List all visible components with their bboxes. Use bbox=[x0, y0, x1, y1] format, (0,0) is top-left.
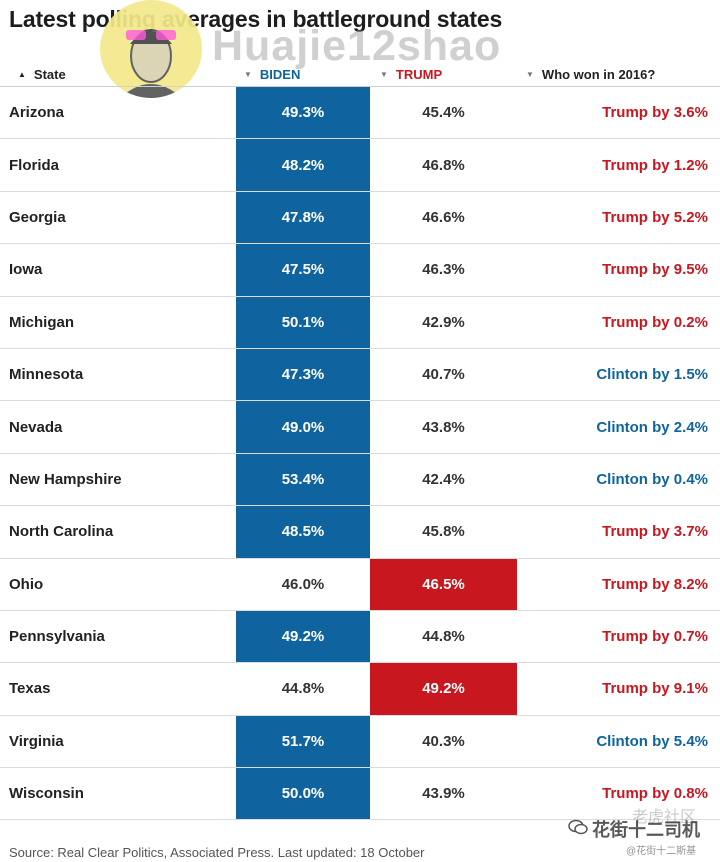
trump-cell: 43.9% bbox=[422, 785, 465, 803]
trump-cell: 45.4% bbox=[422, 104, 465, 122]
won-2016-cell: Trump by 9.5% bbox=[602, 261, 708, 279]
won-2016-cell: Trump by 3.7% bbox=[602, 523, 708, 541]
chart-title: Latest polling averages in battleground … bbox=[9, 6, 503, 32]
biden-cell: 50.1% bbox=[236, 296, 370, 348]
column-header-state-label: State bbox=[33, 66, 66, 82]
state-cell: Virginia bbox=[9, 732, 64, 750]
biden-cell: 51.7% bbox=[236, 715, 370, 768]
polling-table: Arizona 49.3% 45.4% Trump by 3.6% Florida 48.… bbox=[0, 87, 720, 821]
won-2016-cell: Clinton by 5.4% bbox=[596, 732, 708, 750]
biden-cell: 48.5% bbox=[236, 506, 370, 558]
watermark-faint: 老虎社区 bbox=[632, 809, 697, 826]
column-header-trump[interactable]: ▼ TRUMP bbox=[380, 64, 442, 84]
sort-down-icon: ▼ bbox=[244, 69, 252, 79]
biden-cell: 50.0% bbox=[236, 768, 370, 820]
watermark-overlay: 花街十二司机 bbox=[568, 816, 700, 842]
state-cell: Texas bbox=[9, 680, 51, 698]
sort-down-icon: ▼ bbox=[526, 69, 534, 79]
trump-cell: 44.8% bbox=[422, 628, 465, 646]
trump-cell: 49.2% bbox=[370, 663, 517, 715]
trump-cell: 46.3% bbox=[422, 261, 465, 279]
won-2016-cell: Clinton by 1.5% bbox=[596, 366, 708, 384]
table-row: Wisconsin 50.0% 43.9% Trump by 0.8% bbox=[0, 768, 720, 821]
column-header-biden-label: BIDEN bbox=[259, 66, 301, 82]
won-2016-cell: Clinton by 0.4% bbox=[596, 470, 708, 488]
state-cell: New Hampshire bbox=[9, 470, 122, 488]
biden-cell: 49.0% bbox=[236, 401, 370, 453]
won-2016-cell: Trump by 0.2% bbox=[602, 313, 708, 331]
table-row: Georgia 47.8% 46.6% Trump by 5.2% bbox=[0, 191, 720, 245]
table-row: Florida 48.2% 46.8% Trump by 1.2% bbox=[0, 139, 720, 192]
sort-down-icon: ▼ bbox=[380, 69, 388, 79]
watermark-avatar bbox=[100, 0, 202, 98]
source-note: Source: Real Clear Politics, Associated … bbox=[9, 845, 425, 860]
biden-cell: 47.5% bbox=[236, 244, 370, 296]
won-2016-cell: Trump by 0.8% bbox=[602, 785, 708, 803]
table-row: Nevada 49.0% 43.8% Clinton by 2.4% bbox=[0, 401, 720, 454]
biden-cell: 49.3% bbox=[236, 87, 370, 139]
won-2016-cell: Trump by 5.2% bbox=[602, 208, 708, 226]
trump-cell: 46.5% bbox=[370, 558, 517, 610]
table-row: Texas 44.8% 49.2% Trump by 9.1% bbox=[0, 663, 720, 716]
wechat-icon bbox=[568, 819, 588, 840]
watermark-handle: @花街十二斯基 bbox=[626, 846, 697, 857]
table-row: Michigan 50.1% 42.9% Trump by 0.2% bbox=[0, 296, 720, 349]
state-cell: Florida bbox=[9, 156, 60, 174]
trump-cell: 40.7% bbox=[422, 366, 465, 384]
won-2016-cell: Trump by 1.2% bbox=[602, 156, 708, 174]
state-cell: Iowa bbox=[9, 261, 43, 279]
table-row: Pennsylvania 49.2% 44.8% Trump by 0.7% bbox=[0, 610, 720, 664]
trump-cell: 43.8% bbox=[422, 418, 465, 436]
state-cell: Ohio bbox=[9, 575, 44, 593]
table-row: Arizona 49.3% 45.4% Trump by 3.6% bbox=[0, 87, 720, 140]
watermark-overlay-text: 花街十二司机 bbox=[592, 820, 700, 840]
biden-cell: 44.8% bbox=[281, 680, 325, 698]
table-row: Virginia 51.7% 40.3% Clinton by 5.4% bbox=[0, 715, 720, 769]
table-row: Ohio 46.0% 46.5% Trump by 8.2% bbox=[0, 558, 720, 611]
won-2016-cell: Clinton by 2.4% bbox=[596, 418, 708, 436]
won-2016-cell: Trump by 8.2% bbox=[602, 575, 708, 593]
state-cell: Nevada bbox=[9, 418, 63, 436]
state-cell: North Carolina bbox=[9, 523, 114, 541]
won-2016-cell: Trump by 9.1% bbox=[602, 680, 708, 698]
state-cell: Pennsylvania bbox=[9, 628, 105, 646]
trump-cell: 42.9% bbox=[422, 313, 465, 331]
state-cell: Wisconsin bbox=[9, 785, 84, 803]
table-row: Minnesota 47.3% 40.7% Clinton by 1.5% bbox=[0, 348, 720, 402]
state-cell: Michigan bbox=[9, 313, 75, 331]
column-header-won[interactable]: ▼ Who won in 2016? bbox=[526, 64, 655, 84]
trump-cell: 42.4% bbox=[422, 470, 465, 488]
column-header-state[interactable]: ▲ State bbox=[18, 64, 66, 84]
biden-cell: 53.4% bbox=[236, 453, 370, 506]
column-header-won-label: Who won in 2016? bbox=[541, 66, 656, 82]
won-2016-cell: Trump by 3.6% bbox=[602, 104, 708, 122]
won-2016-cell: Trump by 0.7% bbox=[602, 628, 708, 646]
state-cell: Minnesota bbox=[9, 366, 84, 384]
watermark-text: Huajie12shao bbox=[212, 22, 502, 70]
trump-cell: 46.8% bbox=[422, 156, 465, 174]
sort-up-icon: ▲ bbox=[18, 69, 26, 79]
biden-cell: 47.3% bbox=[236, 348, 370, 401]
column-header-trump-label: TRUMP bbox=[395, 66, 443, 82]
biden-cell: 48.2% bbox=[236, 139, 370, 191]
trump-cell: 45.8% bbox=[422, 523, 465, 541]
trump-cell: 40.3% bbox=[422, 732, 465, 750]
table-row: New Hampshire 53.4% 42.4% Clinton by 0.4% bbox=[0, 453, 720, 507]
state-cell: Georgia bbox=[9, 208, 66, 226]
table-row: Iowa 47.5% 46.3% Trump by 9.5% bbox=[0, 244, 720, 297]
column-header-biden[interactable]: ▼ BIDEN bbox=[244, 64, 300, 84]
biden-cell: 49.2% bbox=[236, 610, 370, 663]
table-row: North Carolina 48.5% 45.8% Trump by 3.7% bbox=[0, 506, 720, 559]
biden-cell: 47.8% bbox=[236, 191, 370, 244]
trump-cell: 46.6% bbox=[422, 208, 465, 226]
biden-cell: 46.0% bbox=[281, 575, 325, 593]
state-cell: Arizona bbox=[9, 104, 65, 122]
header-divider bbox=[0, 86, 720, 87]
